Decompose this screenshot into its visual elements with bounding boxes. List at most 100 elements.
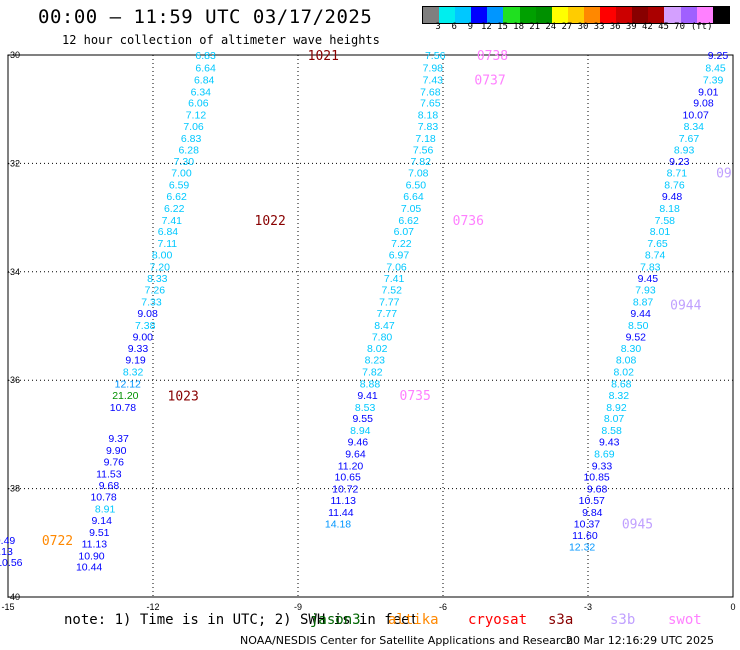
wave-height-value: 7.41 bbox=[384, 273, 405, 285]
wave-height-value: 8.33 bbox=[147, 273, 168, 285]
wave-height-value: 8.32 bbox=[609, 390, 630, 402]
wave-height-value: 7.68 bbox=[420, 86, 441, 98]
colorbar-swatch bbox=[519, 7, 536, 23]
pass-time-label: 0945 bbox=[622, 517, 653, 532]
wave-height-value: 8.34 bbox=[684, 121, 705, 133]
wave-height-value: 7.06 bbox=[183, 121, 204, 133]
wave-height-value: 7.41 bbox=[162, 215, 183, 227]
pass-time-label: 0736 bbox=[453, 214, 484, 229]
colorbar-swatch bbox=[503, 7, 520, 23]
wave-height-value: 8.69 bbox=[594, 448, 615, 460]
legend-item-s3b: s3b bbox=[610, 612, 636, 628]
wave-height-value: 9.08 bbox=[693, 98, 714, 110]
colorbar-swatch bbox=[455, 7, 472, 23]
legend-item-s3a: s3a bbox=[548, 612, 574, 628]
wave-height-value: 12.12 bbox=[115, 378, 141, 390]
x-tick-label: -6 bbox=[439, 602, 447, 612]
wave-height-value: 11.60 bbox=[572, 530, 598, 542]
wave-height-value: 10.72 bbox=[332, 484, 358, 496]
wave-height-colorbar bbox=[422, 6, 730, 24]
wave-height-value: 6.64 bbox=[195, 62, 216, 74]
colorbar-swatch bbox=[632, 7, 649, 23]
wave-height-value: 8.01 bbox=[650, 226, 671, 238]
colorbar-swatch bbox=[551, 7, 568, 23]
colorbar-swatch bbox=[600, 7, 617, 23]
pass-time-label: 1021 bbox=[308, 49, 339, 64]
wave-height-value: 8.02 bbox=[367, 343, 388, 355]
wave-height-value: 11.53 bbox=[96, 468, 122, 480]
wave-height-value: 6.83 bbox=[195, 50, 216, 62]
colorbar-tick-label: 30 bbox=[577, 22, 589, 32]
footer-note: note: 1) Time is in UTC; 2) SWH is in fe… bbox=[64, 612, 419, 628]
wave-height-value: 8.58 bbox=[601, 425, 622, 437]
colorbar-swatch bbox=[696, 7, 713, 23]
colorbar-swatch bbox=[487, 7, 504, 23]
wave-height-value: 9.14 bbox=[91, 515, 112, 527]
wave-height-value: 9.37 bbox=[108, 433, 129, 445]
wave-height-value: 6.22 bbox=[164, 203, 185, 215]
colorbar-tick-label: 21 bbox=[529, 22, 541, 32]
wave-height-value: 9.19 bbox=[125, 355, 146, 367]
pass-time-label: 0735 bbox=[400, 389, 431, 404]
wave-height-value: 8.32 bbox=[123, 367, 144, 379]
y-tick-label: -40 bbox=[7, 592, 20, 602]
wave-height-value: 6.59 bbox=[169, 180, 190, 192]
colorbar-swatch bbox=[583, 7, 601, 23]
wave-height-value: 7.58 bbox=[655, 215, 676, 227]
wave-height-value: 11.20 bbox=[338, 460, 364, 472]
colorbar-tick-label: 12 bbox=[480, 22, 492, 32]
wave-height-value: 9.84 bbox=[582, 507, 603, 519]
wave-height-value: 10.57 bbox=[579, 495, 605, 507]
wave-height-value: 11.13 bbox=[82, 538, 108, 550]
wave-height-value: 7.65 bbox=[647, 238, 668, 250]
wave-height-value: 9.00 bbox=[133, 331, 154, 343]
wave-height-value: 12.32 bbox=[569, 542, 595, 554]
wave-height-value: 8.50 bbox=[628, 320, 649, 332]
wave-height-value: 7.18 bbox=[415, 133, 436, 145]
wave-height-value: 9.90 bbox=[106, 445, 127, 457]
wave-height-value: 9.33 bbox=[128, 343, 149, 355]
wave-height-value: 10.65 bbox=[335, 472, 361, 484]
colorbar-swatch bbox=[664, 7, 681, 23]
pass-time-label: 0738 bbox=[477, 49, 508, 64]
wave-height-value: 6.34 bbox=[191, 86, 212, 98]
colorbar-tick-label: (ft) bbox=[690, 22, 713, 32]
wave-height-value: 7.56 bbox=[413, 144, 434, 156]
timestamp: 20 Mar 12:16:29 UTC 2025 bbox=[566, 634, 714, 647]
wave-height-value: 8.23 bbox=[365, 355, 386, 367]
wave-height-value: 10.49 bbox=[0, 535, 15, 547]
wave-height-value: 8.88 bbox=[360, 378, 381, 390]
wave-height-value: 10.78 bbox=[90, 492, 116, 504]
wave-height-value: 8.02 bbox=[613, 367, 634, 379]
wave-height-value: 7.65 bbox=[420, 98, 441, 110]
legend-item-swot: swot bbox=[668, 612, 702, 628]
colorbar-swatch bbox=[423, 7, 440, 23]
wave-height-value: 7.22 bbox=[391, 238, 412, 250]
wave-height-value: 11.44 bbox=[328, 507, 354, 519]
wave-height-value: 6.62 bbox=[398, 215, 419, 227]
wave-height-value: 6.07 bbox=[394, 226, 415, 238]
colorbar-tick-label: 27 bbox=[561, 22, 573, 32]
colorbar-tick-label: 39 bbox=[625, 22, 637, 32]
pass-time-label: 0737 bbox=[474, 73, 505, 88]
wave-height-value: 9.25 bbox=[708, 50, 729, 62]
colorbar-swatch bbox=[471, 7, 488, 23]
wave-height-value: 7.08 bbox=[408, 168, 429, 180]
wave-height-value: 8.00 bbox=[152, 249, 173, 261]
colorbar-swatch bbox=[680, 7, 697, 23]
y-tick-label: -36 bbox=[7, 375, 20, 385]
wave-height-value: 7.83 bbox=[640, 261, 661, 273]
wave-height-value: 21.20 bbox=[112, 390, 138, 402]
x-tick-label: -12 bbox=[146, 602, 159, 612]
wave-height-value: 8.93 bbox=[674, 144, 695, 156]
x-tick-label: -15 bbox=[1, 602, 14, 612]
wave-height-value: 8.30 bbox=[621, 343, 642, 355]
wave-height-value: 7.38 bbox=[135, 320, 156, 332]
wave-height-value: 6.06 bbox=[188, 98, 209, 110]
pass-time-label: 1022 bbox=[255, 214, 286, 229]
wave-height-value: 7.39 bbox=[703, 74, 724, 86]
colorbar-swatch bbox=[439, 7, 456, 23]
pass-time-label: 0722 bbox=[42, 534, 73, 549]
wave-height-value: 7.26 bbox=[145, 285, 166, 297]
wave-height-value: 9.23 bbox=[669, 156, 690, 168]
